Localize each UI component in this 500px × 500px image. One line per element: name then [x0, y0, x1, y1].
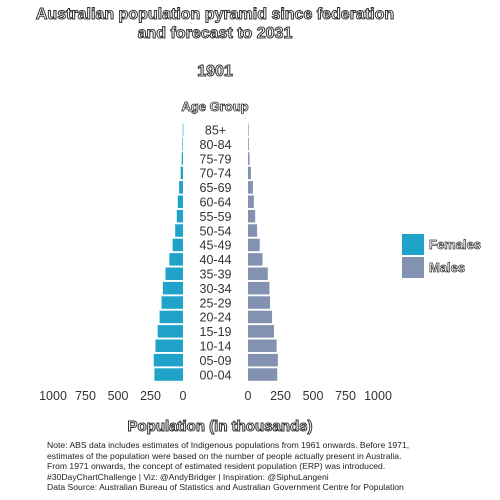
x-tick-label: 0: [180, 389, 187, 403]
footnote: Note: ABS data includes estimates of Ind…: [47, 440, 497, 493]
footnote-line: Data Source: Australian Bureau of Statis…: [47, 482, 404, 492]
female-bar: [162, 281, 183, 295]
male-bar: [248, 281, 270, 295]
x-tick-label: 750: [335, 389, 356, 403]
x-tick-label: 0: [245, 389, 252, 403]
female-bar: [159, 310, 183, 324]
age-group-label: 25-29: [200, 296, 232, 310]
pyramid-plot: 00-0405-0910-1415-1920-2425-2930-3435-39…: [39, 123, 392, 403]
age-group-label: 60-64: [200, 196, 232, 210]
male-bar: [248, 195, 254, 208]
legend-item-females: Females: [402, 233, 481, 256]
male-bar: [248, 339, 277, 352]
male-bar: [248, 353, 278, 367]
male-bar: [248, 253, 263, 266]
female-bar: [177, 195, 183, 208]
female-bar: [153, 353, 183, 367]
x-tick-label: 750: [75, 389, 96, 403]
age-group-label: 35-39: [200, 268, 232, 282]
male-bar: [248, 137, 249, 151]
age-group-label: 50-54: [200, 224, 232, 238]
age-group-label: 30-34: [200, 282, 232, 296]
female-bar: [182, 137, 183, 151]
age-axis-title: Age Group: [181, 99, 249, 115]
age-group-label: 85+: [205, 124, 226, 138]
male-bar: [248, 296, 271, 309]
female-bar: [181, 152, 183, 165]
age-group-label: 15-19: [200, 325, 232, 339]
female-bars: [153, 123, 184, 381]
x-tick-label: 250: [140, 389, 161, 403]
x-tick-label: 1000: [39, 389, 67, 403]
legend-label-females: Females: [429, 237, 482, 253]
female-bar: [176, 209, 183, 223]
footnote-line: estimates of the population were based o…: [47, 450, 402, 461]
x-ticks-right: 0 250 500 750 1000: [245, 389, 392, 403]
age-group-label: 65-69: [200, 181, 232, 195]
male-bar: [248, 368, 278, 381]
footnote-line: Note: ABS data includes estimates of Ind…: [47, 440, 410, 450]
age-group-labels: 00-0405-0910-1415-1920-2425-2930-3435-39…: [200, 124, 232, 383]
female-bar: [175, 224, 183, 237]
female-bar: [169, 253, 183, 266]
x-tick-label: 250: [270, 389, 291, 403]
male-bar: [248, 152, 250, 165]
age-group-label: 00-04: [200, 368, 232, 382]
male-bar: [248, 325, 274, 338]
male-bar: [248, 181, 253, 194]
female-bar: [182, 123, 184, 136]
x-axis-label: Population (in thousands): [127, 418, 313, 436]
male-bar: [248, 123, 249, 136]
female-bar: [165, 267, 183, 280]
age-group-label: 55-59: [200, 210, 232, 224]
footnote-line: From 1971 onwards, the concept of estima…: [47, 461, 386, 471]
legend-swatch-females: [402, 234, 424, 255]
male-bar: [248, 267, 268, 280]
legend: Females Males: [402, 233, 481, 279]
female-bar: [172, 238, 183, 252]
male-bar: [248, 224, 258, 237]
age-group-label: 80-84: [200, 138, 232, 152]
female-bar: [161, 296, 183, 309]
age-group-label: 40-44: [200, 253, 232, 267]
age-group-label: 20-24: [200, 311, 232, 325]
legend-item-males: Males: [402, 256, 481, 279]
male-bar: [248, 209, 256, 223]
female-bar: [154, 368, 183, 381]
legend-swatch-males: [402, 257, 424, 278]
male-bar: [248, 166, 251, 180]
age-group-label: 45-49: [200, 239, 232, 253]
legend-label-males: Males: [429, 260, 466, 276]
female-bar: [157, 325, 183, 338]
male-bar: [248, 238, 260, 252]
age-group-label: 10-14: [200, 340, 232, 354]
x-tick-label: 500: [108, 389, 129, 403]
male-bars: [248, 123, 278, 381]
footnote-line: #30DayChartChallenge | Viz: @AndyBridger…: [47, 471, 329, 482]
x-ticks-left: 1000 750 500 250 0: [39, 389, 186, 403]
age-group-label: 70-74: [200, 167, 232, 181]
female-bar: [180, 166, 183, 180]
female-bar: [179, 181, 183, 194]
male-bar: [248, 310, 273, 324]
x-tick-label: 1000: [364, 389, 392, 403]
year-label: 1901: [197, 63, 234, 81]
age-group-label: 75-79: [200, 152, 232, 166]
x-tick-label: 500: [303, 389, 324, 403]
age-group-label: 05-09: [200, 354, 232, 368]
chart-title: Australian population pyramid since fede…: [35, 6, 395, 43]
female-bar: [155, 339, 183, 352]
